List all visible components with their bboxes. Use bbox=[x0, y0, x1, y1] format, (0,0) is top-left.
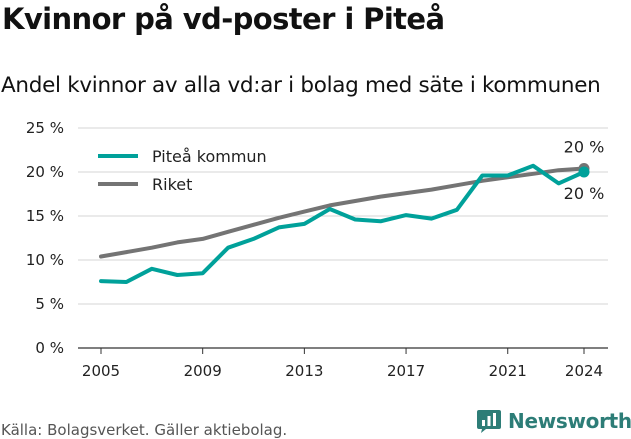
end-label-riket: 20 % bbox=[564, 137, 605, 156]
x-tick-label: 2021 bbox=[489, 362, 527, 380]
series-line-riket bbox=[99, 166, 586, 259]
chart-subtitle: Andel kvinnor av alla vd:ar i bolag med … bbox=[1, 73, 601, 98]
series-line-pitea bbox=[99, 163, 586, 284]
logo-text: Newsworthy bbox=[508, 409, 631, 433]
grid-lines bbox=[78, 127, 608, 349]
y-tick-label: 20 % bbox=[26, 163, 64, 181]
x-tick-label: 2024 bbox=[565, 362, 603, 380]
x-axis: 2005 2009 2013 2017 2021 2024 bbox=[82, 348, 603, 380]
chart-title: Kvinnor på vd-poster i Piteå bbox=[2, 2, 445, 36]
y-tick-label: 15 % bbox=[26, 207, 64, 225]
x-tick-label: 2017 bbox=[387, 362, 425, 380]
legend-label-pitea: Piteå kommun bbox=[152, 147, 267, 166]
newsworthy-chart-icon bbox=[477, 410, 501, 433]
legend-label-riket: Riket bbox=[152, 175, 192, 194]
y-tick-label: 25 % bbox=[26, 119, 64, 137]
end-labels: 20 % 20 % bbox=[564, 137, 605, 203]
x-tick-label: 2013 bbox=[285, 362, 323, 380]
end-point-pitea bbox=[578, 166, 590, 178]
newsworthy-logo: Newsworthy bbox=[476, 408, 631, 434]
series-layer bbox=[99, 162, 590, 284]
y-tick-label: 5 % bbox=[35, 295, 64, 313]
legend: Piteå kommun Riket bbox=[98, 147, 267, 194]
x-tick-label: 2005 bbox=[82, 362, 120, 380]
y-axis: 0 % 5 % 10 % 15 % 20 % 25 % bbox=[26, 119, 64, 357]
y-tick-label: 10 % bbox=[26, 251, 64, 269]
source-note: Källa: Bolagsverket. Gäller aktiebolag. bbox=[1, 421, 288, 439]
end-label-pitea: 20 % bbox=[564, 184, 605, 203]
x-tick-label: 2009 bbox=[184, 362, 222, 380]
y-tick-label: 0 % bbox=[35, 339, 64, 357]
